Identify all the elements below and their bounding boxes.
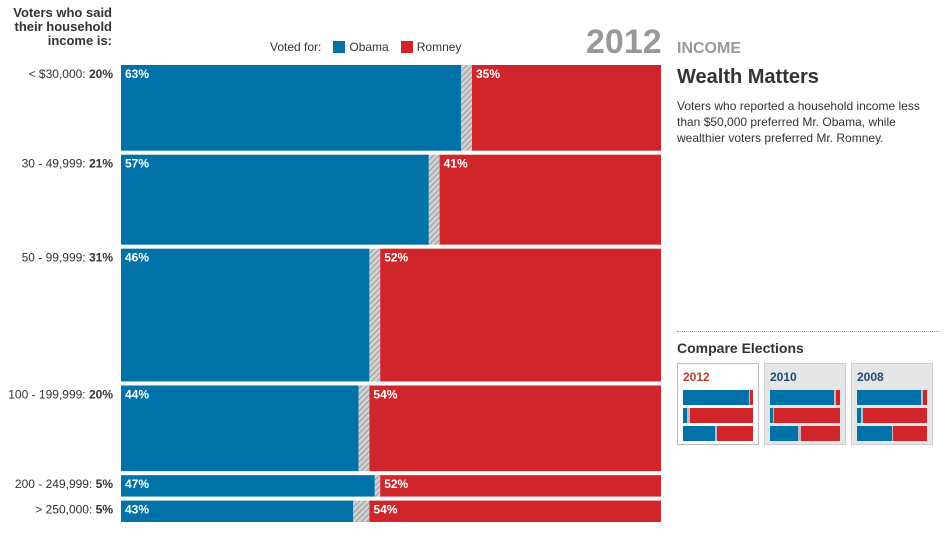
compare-thumb-label: 2012	[683, 370, 710, 384]
thumb-bar-other	[861, 408, 863, 423]
legend-item-romney: Romney	[400, 40, 462, 54]
thumb-bar-romney	[862, 408, 927, 423]
legend-title: Voted for:	[270, 40, 322, 54]
thumb-bar-romney	[690, 408, 753, 423]
thumb-bar-romney	[835, 390, 840, 405]
thumb-bar-romney	[893, 426, 927, 441]
legend-swatch-romney	[400, 41, 413, 53]
bar-romney	[380, 475, 661, 497]
thumb-bar-obama	[770, 426, 798, 441]
thumb-bar-other	[798, 426, 801, 441]
bar-other	[374, 475, 381, 497]
thumb-bar-other	[715, 426, 717, 441]
bar-obama	[121, 154, 429, 245]
category-label: 200 - 249,999: 5%	[15, 477, 113, 491]
bar-obama	[121, 385, 359, 472]
question-label: Voters who said their household income i…	[13, 5, 112, 48]
headline: Wealth Matters	[677, 66, 819, 88]
data-label-romney: 52%	[384, 477, 408, 491]
thumb-bar-other	[687, 408, 690, 423]
compare-thumb-2008[interactable]: 2008	[851, 363, 933, 445]
thumb-bar-romney	[922, 390, 927, 405]
data-label-obama: 57%	[125, 157, 149, 171]
thumb-bar-other	[772, 408, 775, 423]
thumb-bar-romney	[800, 426, 840, 441]
data-label-obama: 63%	[125, 67, 149, 81]
bar-romney	[369, 385, 661, 472]
category-label: 30 - 49,999: 21%	[22, 157, 114, 171]
compare-elections-thumbnails: 2012 2010 2008	[677, 363, 933, 445]
thumb-bar-obama	[683, 390, 749, 405]
divider	[677, 331, 939, 332]
data-label-romney: 54%	[373, 387, 397, 401]
bar-romney	[380, 248, 661, 382]
year-label: 2012	[586, 23, 662, 61]
thumb-bar-obama	[857, 408, 862, 423]
bar-other	[369, 248, 381, 382]
income-vote-chart: 63% 35% < $30,000: 20% 57% 41% 30 - 49,999: 2…	[8, 65, 661, 522]
thumb-bar-obama	[770, 390, 835, 405]
data-label-obama: 47%	[125, 477, 149, 491]
legend: Voted for: Obama Romney	[270, 40, 461, 54]
thumb-bar-other	[748, 390, 751, 405]
data-label-romney: 35%	[476, 67, 500, 81]
bar-obama	[121, 500, 354, 522]
legend-label-romney: Romney	[416, 40, 462, 54]
thumb-bar-obama	[857, 390, 922, 405]
compare-thumb-2012[interactable]: 2012	[677, 363, 759, 445]
bar-other	[358, 385, 370, 472]
thumb-bar-other	[921, 390, 923, 405]
data-label-obama: 43%	[125, 503, 149, 517]
thumb-bar-obama	[857, 426, 892, 441]
legend-swatch-obama	[333, 41, 346, 53]
description: Voters who reported a household income l…	[677, 99, 920, 145]
thumb-bar-obama	[683, 408, 688, 423]
bar-romney	[369, 500, 661, 522]
bar-other	[428, 154, 440, 245]
bar-romney	[439, 154, 661, 245]
category-label: < $30,000: 20%	[29, 67, 114, 81]
thumb-bar-romney	[774, 408, 840, 423]
bar-other	[353, 500, 370, 522]
bar-obama	[121, 475, 375, 497]
legend-item-obama: Obama	[333, 40, 389, 54]
thumb-bar-obama	[770, 408, 773, 423]
thumb-bar-other	[834, 390, 836, 405]
bar-obama	[121, 65, 462, 151]
thumb-bar-romney	[750, 390, 753, 405]
bar-other	[461, 65, 472, 151]
bar-romney	[472, 65, 661, 151]
compare-thumb-label: 2010	[770, 370, 797, 384]
data-label-romney: 54%	[373, 503, 397, 517]
data-label-obama: 46%	[125, 251, 149, 265]
legend-label-obama: Obama	[349, 40, 389, 54]
bar-obama	[121, 248, 370, 382]
data-label-romney: 52%	[384, 251, 408, 265]
thumb-bar-romney	[716, 426, 753, 441]
data-label-obama: 44%	[125, 387, 149, 401]
compare-thumb-2010[interactable]: 2010	[764, 363, 846, 445]
thumb-bar-other	[892, 426, 894, 441]
category-label: INCOME	[677, 40, 741, 57]
data-label-romney: 41%	[444, 157, 468, 171]
thumb-bar-obama	[683, 426, 716, 441]
category-label: 50 - 99,999: 31%	[22, 251, 114, 265]
category-label: > 250,000: 5%	[35, 503, 113, 517]
compare-thumb-label: 2008	[857, 370, 884, 384]
compare-elections-title: Compare Elections	[677, 340, 804, 356]
category-label: 100 - 199,999: 20%	[8, 387, 113, 401]
